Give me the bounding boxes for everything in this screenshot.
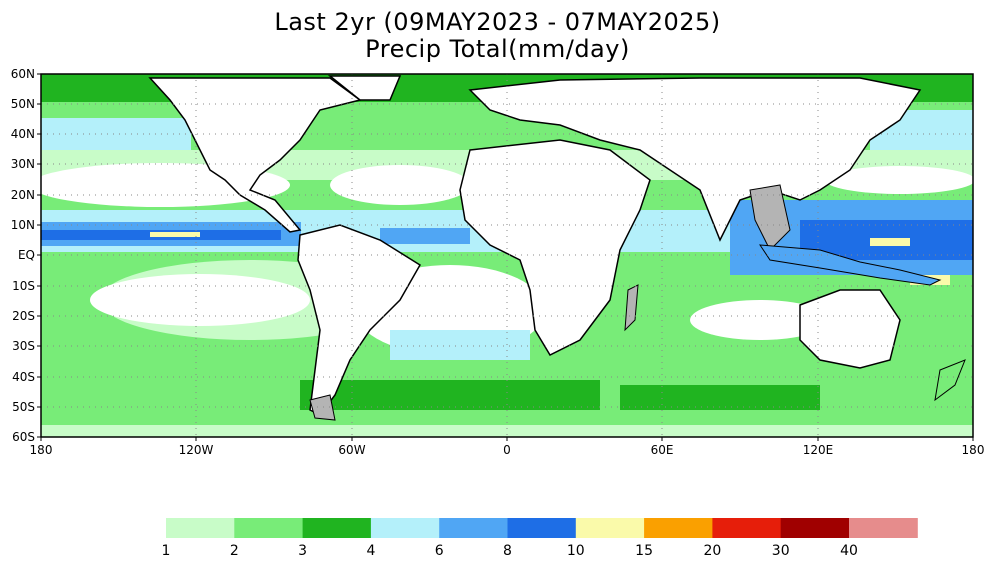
dry-north-atlantic <box>330 165 470 205</box>
dry-south-pacific <box>90 274 310 326</box>
colorbar-swatch <box>575 518 645 538</box>
map-title-line-1: Last 2yr (09MAY2023 - 07MAY2025) <box>274 8 721 36</box>
indonesia <box>759 244 942 286</box>
colorbar-label: 4 <box>366 543 375 559</box>
indochina <box>749 184 791 251</box>
lat-label: 50S <box>12 400 35 414</box>
dry-south-indian <box>690 300 830 340</box>
colorbar-label: 30 <box>772 543 790 559</box>
africa <box>459 139 651 356</box>
colorbar-swatch <box>439 518 508 538</box>
lat-label: 40N <box>11 127 35 141</box>
colorbar-label: 20 <box>703 543 721 559</box>
colorbar-label: 10 <box>567 543 585 559</box>
colorbar-label: 6 <box>435 543 444 559</box>
colorbar-swatch <box>370 518 440 538</box>
colorbar-label: 1 <box>162 543 171 559</box>
madagascar <box>624 284 639 332</box>
lat-label: 50N <box>11 97 35 111</box>
colorbar-label: 2 <box>230 543 239 559</box>
grid-lines <box>41 74 973 437</box>
map-title-line-2: Precip Total(mm/day) <box>365 35 630 63</box>
axis-ticks <box>37 73 974 441</box>
lon-labels: 180 120W 60W 0 60E 120E 180 <box>30 443 985 457</box>
lon-label: 180 <box>30 443 53 457</box>
new-zealand <box>934 359 966 402</box>
lat-label: 10N <box>11 218 35 232</box>
antarctic-tip <box>309 394 336 421</box>
colorbar-swatch <box>302 518 372 538</box>
greenland <box>327 75 402 101</box>
north-america <box>148 77 362 233</box>
south-america <box>297 224 422 416</box>
colorbar-swatch <box>849 518 918 538</box>
lon-label: 60E <box>651 443 674 457</box>
lat-label: 20N <box>11 188 35 202</box>
colorbar-legend: 1 2 3 4 6 8 10 15 20 30 40 <box>162 518 918 559</box>
lon-label: 120W <box>179 443 214 457</box>
lon-label: 60W <box>338 443 365 457</box>
colorbar-swatch <box>712 518 782 538</box>
lat-label: 40S <box>12 370 35 384</box>
colorbar-label: 40 <box>840 543 858 559</box>
lon-label: 180 <box>962 443 985 457</box>
lon-label: 120E <box>803 443 834 457</box>
lat-label: 60N <box>11 67 35 81</box>
lat-label: 20S <box>12 309 35 323</box>
colorbar-swatch <box>234 518 304 538</box>
colorbar-label: 3 <box>298 543 307 559</box>
lat-label: 30S <box>12 339 35 353</box>
lat-label: 30N <box>11 157 35 171</box>
lat-label: 60S <box>12 430 35 444</box>
lon-label: 0 <box>503 443 511 457</box>
lat-label: 10S <box>12 279 35 293</box>
australia <box>799 289 901 369</box>
lat-label: EQ <box>18 248 35 262</box>
colorbar-label: 15 <box>635 543 653 559</box>
lat-labels: 60N 50N 40N 30N 20N 10N EQ 10S 20S 30S 4… <box>11 67 35 444</box>
colorbar-swatch <box>166 518 235 538</box>
colorbar-label: 8 <box>503 543 512 559</box>
colorbar-swatch <box>780 518 850 538</box>
colorbar-swatch <box>507 518 577 538</box>
band-north-pacific-wet <box>41 118 191 150</box>
map-area <box>41 74 973 437</box>
colorbar-swatch <box>644 518 713 538</box>
